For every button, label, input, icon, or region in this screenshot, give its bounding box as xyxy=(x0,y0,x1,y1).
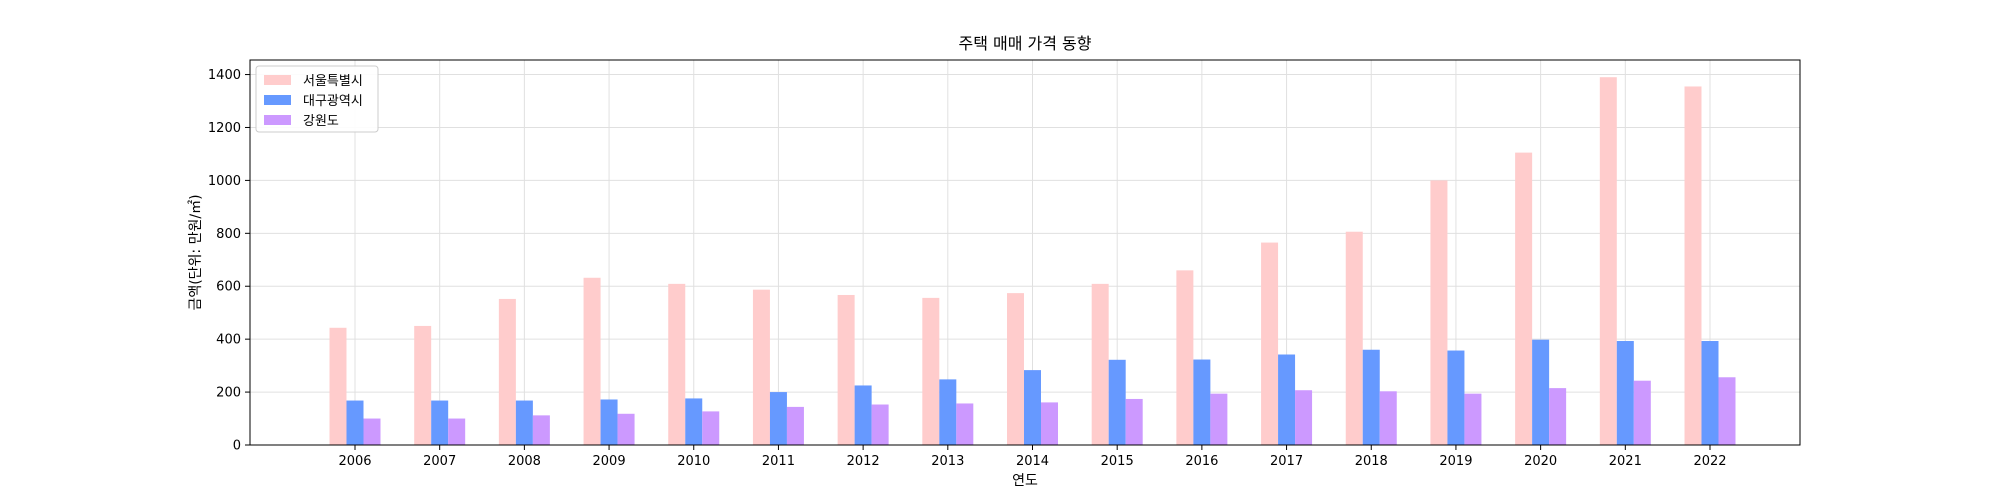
x-tick-label: 2006 xyxy=(338,454,371,469)
bar-0-2010 xyxy=(668,283,686,445)
bar-1-2018 xyxy=(1362,349,1380,445)
bar-2-2019 xyxy=(1464,393,1482,445)
bar-0-2016 xyxy=(1176,270,1194,445)
bar-1-2016 xyxy=(1193,359,1211,445)
bar-0-2011 xyxy=(752,289,770,445)
x-tick-label: 2012 xyxy=(847,454,880,469)
x-tick-label: 2017 xyxy=(1270,454,1303,469)
bar-2-2010 xyxy=(702,411,720,445)
x-tick-label: 2009 xyxy=(593,454,626,469)
bar-0-2017 xyxy=(1261,242,1279,445)
bar-2-2015 xyxy=(1125,398,1143,445)
legend-swatch xyxy=(264,95,291,105)
bar-1-2012 xyxy=(854,385,872,445)
bar-1-2014 xyxy=(1024,370,1041,445)
bar-0-2022 xyxy=(1684,86,1702,445)
bar-2-2017 xyxy=(1295,390,1313,445)
bar-1-2010 xyxy=(685,398,703,445)
y-axis-ticks: 0 200 400 600 800 1000 1200 1400 xyxy=(208,68,250,454)
y-tick-label: 400 xyxy=(216,333,241,348)
bar-0-2015 xyxy=(1091,283,1109,445)
x-tick-label: 2022 xyxy=(1693,454,1726,469)
bar-2-2011 xyxy=(786,406,804,445)
bar-1-2020 xyxy=(1532,339,1550,445)
y-tick-label: 0 xyxy=(233,439,241,454)
bar-1-2008 xyxy=(515,400,533,445)
y-tick-label: 200 xyxy=(216,386,241,401)
bar-1-2017 xyxy=(1278,354,1296,445)
bar-1-2009 xyxy=(600,399,618,445)
bar-0-2021 xyxy=(1599,77,1617,445)
bar-0-2020 xyxy=(1515,152,1533,445)
bar-2-2020 xyxy=(1549,388,1567,445)
chart-title: 주택 매매 가격 동향 xyxy=(958,34,1091,53)
bar-0-2007 xyxy=(414,325,432,445)
bar-2-2008 xyxy=(532,415,550,445)
x-tick-label: 2008 xyxy=(508,454,541,469)
bar-0-2006 xyxy=(329,327,347,445)
bar-2-2012 xyxy=(871,404,889,445)
y-tick-label: 1400 xyxy=(208,68,241,83)
bar-1-2011 xyxy=(769,392,787,445)
x-tick-label: 2020 xyxy=(1524,454,1557,469)
plot-frame xyxy=(249,59,1801,446)
bar-2-2022 xyxy=(1718,377,1736,445)
bar-0-2019 xyxy=(1430,180,1448,445)
bar-0-2014 xyxy=(1007,293,1024,445)
x-axis-ticks: 2006 2007 2008 2009 2010 2011 2012 2013 2014 2015… xyxy=(338,445,1727,469)
legend-swatch xyxy=(264,115,291,125)
y-tick-label: 1200 xyxy=(208,121,241,136)
bar-2-2021 xyxy=(1633,380,1651,445)
x-tick-label: 2014 xyxy=(1016,454,1049,469)
bar-2-2006 xyxy=(363,418,381,445)
bars xyxy=(329,77,1736,445)
bar-1-2021 xyxy=(1616,341,1634,445)
x-tick-label: 2021 xyxy=(1609,454,1642,469)
bar-0-2018 xyxy=(1345,231,1363,445)
bar-2-2009 xyxy=(617,413,635,445)
bar-1-2019 xyxy=(1447,350,1465,445)
x-tick-label: 2019 xyxy=(1439,454,1472,469)
x-tick-label: 2011 xyxy=(762,454,795,469)
y-tick-label: 800 xyxy=(216,227,241,242)
bar-1-2007 xyxy=(431,400,449,445)
bar-0-2009 xyxy=(583,277,601,445)
bar-2-2016 xyxy=(1210,393,1228,445)
legend-label: 강원도 xyxy=(303,114,339,129)
bar-1-2013 xyxy=(939,379,957,445)
legend-label: 서울특별시 xyxy=(303,74,363,89)
bar-1-2006 xyxy=(346,400,364,445)
x-tick-label: 2018 xyxy=(1355,454,1388,469)
bar-2-2018 xyxy=(1379,391,1397,445)
bar-2-2014 xyxy=(1041,402,1058,445)
legend-label: 대구광역시 xyxy=(303,94,363,109)
bar-0-2013 xyxy=(922,297,940,445)
bar-2-2007 xyxy=(448,418,466,445)
x-tick-label: 2007 xyxy=(423,454,456,469)
bar-0-2012 xyxy=(837,294,855,445)
bar-1-2015 xyxy=(1108,359,1126,445)
x-tick-label: 2015 xyxy=(1101,454,1134,469)
y-tick-label: 600 xyxy=(216,280,241,295)
x-axis-label: 연도 xyxy=(1012,473,1038,489)
y-tick-label: 1000 xyxy=(208,174,241,189)
bar-1-2022 xyxy=(1701,341,1719,445)
legend-swatch xyxy=(264,75,291,85)
bar-2-2013 xyxy=(956,403,974,445)
x-tick-label: 2013 xyxy=(931,454,964,469)
bar-0-2008 xyxy=(498,298,516,445)
x-tick-label: 2016 xyxy=(1185,454,1218,469)
y-axis-label: 금액(단위: 만원/㎡) xyxy=(188,194,204,310)
x-tick-label: 2010 xyxy=(677,454,710,469)
